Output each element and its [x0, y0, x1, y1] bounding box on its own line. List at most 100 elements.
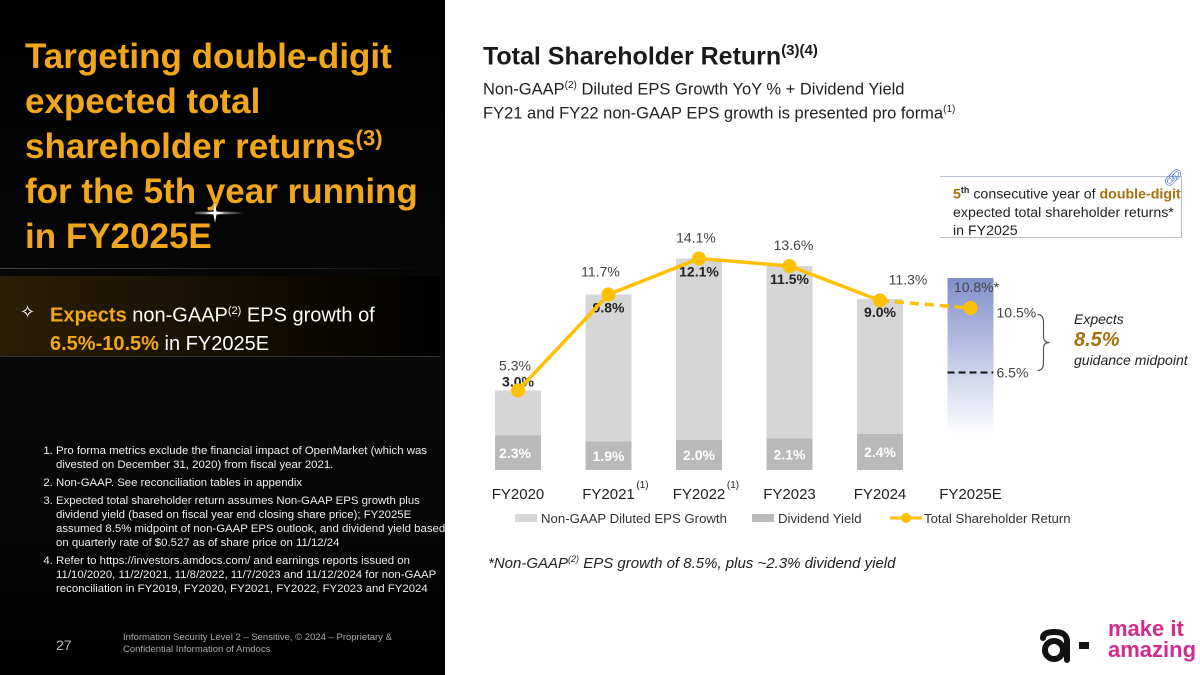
dividend-bar [495, 435, 541, 470]
x-tick-label: FY2024 [854, 486, 907, 503]
guidance-line1: Expects [1074, 311, 1124, 327]
subtitle-1-sup: (2) [564, 80, 577, 91]
tsr-point [782, 259, 797, 273]
callout-sup: th [960, 185, 970, 195]
guidance-note: Expects 8.5% guidance midpoint [1074, 311, 1194, 369]
subtitle-2-sup: (1) [943, 103, 956, 115]
expects-label: Expects [50, 304, 127, 327]
eps-bar [766, 266, 813, 439]
x-tick-label: FY2021 [582, 486, 635, 503]
eps-label: 12.1% [679, 264, 719, 280]
eps-label: 3.0% [502, 374, 534, 390]
eps-bar [676, 258, 722, 440]
headline-sup: (3) [355, 125, 383, 151]
expects-sup: (2) [227, 305, 242, 317]
dividend-bar [585, 441, 632, 470]
divider [0, 268, 440, 269]
eps-bar [495, 390, 541, 436]
tsr-label: 10.8%* [954, 279, 1000, 295]
guidance-brace [1037, 313, 1050, 372]
note-item: Refer to https://investors.amdocs.com/ a… [56, 554, 451, 597]
expects-box [0, 276, 440, 357]
tsr-label: 14.1% [676, 230, 716, 246]
x-tick-superscript: (1) [636, 480, 648, 491]
headline: Targeting double-digit expected total sh… [25, 34, 435, 259]
tsr-point [873, 293, 887, 308]
x-tick-label: FY2025E [939, 486, 1002, 503]
callout-text: 5th consecutive year of double-digit exp… [953, 181, 1181, 240]
dividend-label: 2.3% [499, 445, 531, 461]
tsr-line-projected [879, 298, 971, 310]
chart-title-sup: (3)(4) [781, 42, 818, 59]
footnote-b: EPS growth of 8.5%, plus ~2.3% dividend … [579, 555, 896, 572]
legend-label: Non-GAAP Diluted EPS Growth [541, 511, 727, 526]
tsr-label: 11.7% [581, 264, 620, 280]
eps-label: 11.5% [770, 271, 809, 287]
eps-bar [857, 299, 903, 434]
eps-label: 10.5% [997, 305, 1037, 321]
page-number: 27 [56, 637, 72, 653]
guidance-value: 8.5% [1074, 329, 1120, 351]
callout-bold: double-digit [1099, 186, 1181, 203]
logo-text: make it amazing [1108, 616, 1197, 662]
note-item: Expected total shareholder return assume… [56, 494, 451, 551]
tsr-point [511, 383, 525, 398]
tsr-label: 5.3% [499, 358, 531, 374]
expects-text: Expects non-GAAP(2) EPS growth of 6.5%-1… [50, 297, 435, 358]
notes-list: Pro forma metrics exclude the financial … [28, 444, 451, 600]
footnote-a: *Non-GAAP [488, 555, 569, 572]
subtitle-1a: Non-GAAP [483, 80, 565, 99]
legend-label: Total Shareholder Return [924, 511, 1071, 526]
sparkle-icon [195, 203, 245, 223]
legend-label: Dividend Yield [778, 511, 862, 526]
headline-text-b: for the 5th year running in FY2025E [25, 172, 418, 256]
expects-range: 6.5%-10.5% [50, 332, 159, 355]
tsr-label: 11.3% [889, 272, 928, 288]
tsr-point [963, 301, 978, 315]
dividend-label: 2.3% [955, 445, 987, 461]
dividend-label: 2.0% [683, 447, 715, 463]
subtitle-2a: FY21 and FY22 non-GAAP EPS growth is pre… [483, 104, 944, 122]
x-tick-label: FY2022 [673, 486, 726, 503]
legend-swatch [515, 514, 537, 522]
logo-line2: amazing [1108, 637, 1197, 662]
expects-mid: non-GAAP [126, 304, 228, 327]
subtitle-1b: Diluted EPS Growth YoY % + Dividend Yiel… [576, 80, 905, 99]
sparkle-small-icon: ✧ [20, 302, 36, 322]
dividend-bar [857, 434, 903, 470]
callout-text-b: expected total shareholder returns* in F… [953, 204, 1174, 239]
dividend-bar [766, 438, 813, 470]
expects-mid2: EPS growth of [241, 304, 375, 327]
chart-title-text: Total Shareholder Return [483, 42, 782, 71]
expects-tail: in FY2025E [158, 332, 270, 355]
tsr-point [692, 251, 706, 266]
legend-swatch-marker [901, 513, 911, 523]
callout-num: 5 [953, 186, 961, 203]
x-tick-label: FY2023 [763, 486, 816, 503]
chart-subtitle: Non-GAAP(2) Diluted EPS Growth YoY % + D… [483, 76, 955, 123]
legend-swatch [752, 514, 774, 522]
x-tick-label: FY2020 [492, 486, 545, 503]
classification-text: Information Security Level 2 – Sensitive… [123, 632, 392, 655]
dividend-bar [676, 440, 722, 470]
range-low-label: 6.5% [997, 365, 1029, 381]
footnote: *Non-GAAP(2) EPS growth of 8.5%, plus ~2… [488, 554, 895, 572]
dividend-label: 1.9% [593, 448, 625, 464]
dividend-label: 2.1% [774, 446, 806, 462]
amdocs-logo-icon [1040, 628, 1089, 663]
footnote-sup: (2) [568, 554, 580, 564]
headline-text-a: Targeting double-digit expected total sh… [25, 37, 392, 166]
chart-title: Total Shareholder Return(3)(4) [483, 42, 818, 71]
eps-bar [585, 294, 632, 442]
dividend-label: 2.4% [864, 444, 896, 460]
tsr-point [601, 287, 616, 302]
callout-box [940, 176, 1182, 238]
eps-label: 9.0% [864, 304, 896, 320]
note-item: Pro forma metrics exclude the financial … [56, 444, 451, 472]
guidance-line3: guidance midpoint [1074, 352, 1188, 368]
tsr-label: 13.6% [774, 237, 814, 253]
tsr-chart: 2.3%3.0%FY20201.9%9.8%FY2021(1)2.0%12.1%… [492, 230, 1071, 527]
callout-text-a: consecutive year of [969, 186, 1100, 203]
note-item: Non-GAAP. See reconciliation tables in a… [56, 476, 451, 490]
logo-line1: make it [1108, 616, 1184, 641]
